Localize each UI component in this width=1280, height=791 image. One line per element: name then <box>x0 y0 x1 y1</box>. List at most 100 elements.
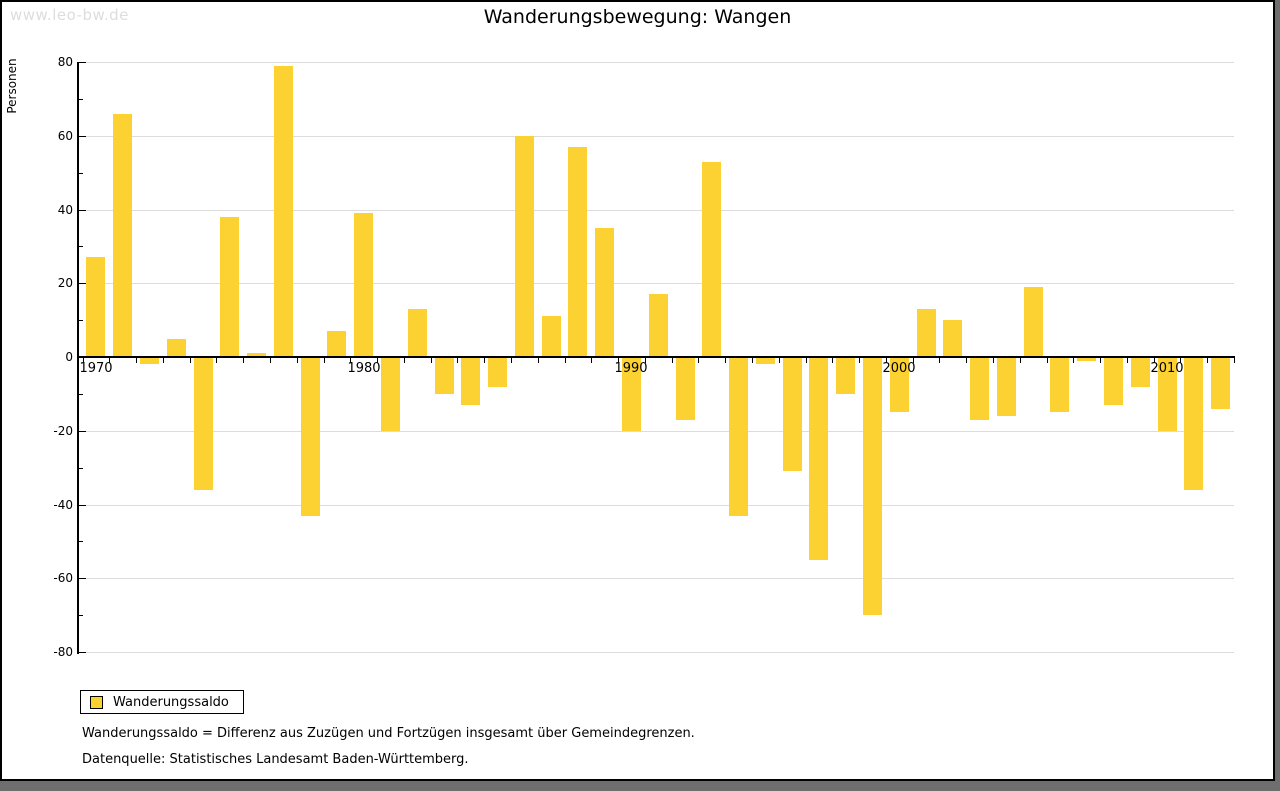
x-tick-41 <box>1180 358 1181 363</box>
y-tick--50 <box>79 541 83 542</box>
x-tick-25 <box>752 358 753 363</box>
x-axis-line <box>77 356 1235 358</box>
bar-2010 <box>1158 357 1177 431</box>
y-tick-70 <box>79 99 83 100</box>
y-tick-label--60: -60 <box>53 571 73 585</box>
y-tick-label--20: -20 <box>53 424 73 438</box>
bar-2007 <box>1077 357 1096 361</box>
y-tick--20 <box>79 431 86 432</box>
x-tick-10 <box>350 358 351 363</box>
bar-1976 <box>247 353 266 357</box>
bar-1985 <box>488 357 507 387</box>
x-tick-18 <box>565 358 566 363</box>
bar-1998 <box>836 357 855 394</box>
bar-1977 <box>274 66 293 357</box>
y-tick-40 <box>79 210 86 211</box>
y-tick-80 <box>79 62 86 63</box>
bar-1984 <box>461 357 480 405</box>
legend: Wanderungssaldo <box>80 690 244 714</box>
bar-1978 <box>301 357 320 516</box>
bar-2008 <box>1104 357 1123 405</box>
x-tick-label-1980: 1980 <box>347 361 381 376</box>
x-tick-0 <box>83 358 84 363</box>
bar-2004 <box>997 357 1016 416</box>
chart-title: Wanderungsbewegung: Wangen <box>483 6 792 28</box>
bar-2009 <box>1131 357 1150 387</box>
bar-1999 <box>863 357 882 615</box>
y-tick-0 <box>79 357 86 358</box>
y-tick-20 <box>79 283 86 284</box>
x-tick-33 <box>966 358 967 363</box>
x-tick-11 <box>377 358 378 363</box>
bar-1974 <box>194 357 213 490</box>
x-tick-3 <box>163 358 164 363</box>
plot-area: 80 60 40 20 0 -20 -40 -60 -80 1970 1980 1990 2000 20… <box>2 2 1273 779</box>
gridline-40 <box>77 210 1234 211</box>
y-tick-50 <box>79 173 83 174</box>
x-tick-35 <box>1020 358 1021 363</box>
bar-1981 <box>381 357 400 431</box>
bar-2001 <box>917 309 936 357</box>
bar-1975 <box>220 217 239 357</box>
bar-2000 <box>890 357 909 412</box>
bar-1973 <box>167 339 186 357</box>
x-tick-39 <box>1127 358 1128 363</box>
footnote-source: Datenquelle: Statistisches Landesamt Bad… <box>82 752 469 767</box>
bar-1988 <box>568 147 587 357</box>
x-tick-30 <box>886 358 887 363</box>
bar-1996 <box>783 357 802 471</box>
gridline--40 <box>77 505 1234 506</box>
bar-1990 <box>622 357 641 431</box>
x-tick-37 <box>1073 358 1074 363</box>
bar-1997 <box>809 357 828 560</box>
x-tick-22 <box>672 358 673 363</box>
x-tick-20 <box>618 358 619 363</box>
x-tick-1 <box>109 358 110 363</box>
y-tick-label-40: 40 <box>57 203 73 217</box>
bar-1971 <box>113 114 132 357</box>
x-tick-27 <box>806 358 807 363</box>
bar-2011 <box>1184 357 1203 490</box>
bar-1995 <box>756 357 775 364</box>
y-tick--40 <box>79 505 86 506</box>
x-tick-7 <box>270 358 271 363</box>
y-tick-label--40: -40 <box>53 498 73 512</box>
x-tick-17 <box>538 358 539 363</box>
bar-1972 <box>140 357 159 364</box>
bar-1970 <box>86 257 105 357</box>
y-tick-label-80: 80 <box>57 55 73 69</box>
y-tick-30 <box>79 246 83 247</box>
gridline-60 <box>77 136 1234 137</box>
x-tick-5 <box>216 358 217 363</box>
y-tick--10 <box>79 394 83 395</box>
watermark: www.leo-bw.de <box>10 6 129 24</box>
y-tick--30 <box>79 468 83 469</box>
footnote-definition: Wanderungssaldo = Differenz aus Zuzügen … <box>82 726 695 741</box>
gridline--80 <box>77 652 1234 653</box>
bar-1980 <box>354 213 373 357</box>
bar-1992 <box>676 357 695 420</box>
y-tick-label-0: 0 <box>65 350 73 364</box>
x-tick-label-2000: 2000 <box>882 361 916 376</box>
x-tick-19 <box>591 358 592 363</box>
x-tick-13 <box>431 358 432 363</box>
x-tick-40 <box>1154 358 1155 363</box>
bar-1987 <box>542 316 561 357</box>
bar-1986 <box>515 136 534 357</box>
x-tick-12 <box>404 358 405 363</box>
y-axis-line <box>77 62 79 654</box>
y-tick-label--80: -80 <box>53 645 73 659</box>
x-tick-9 <box>324 358 325 363</box>
x-tick-24 <box>725 358 726 363</box>
x-tick-28 <box>832 358 833 363</box>
y-tick--80 <box>79 652 86 653</box>
x-tick-label-1970: 1970 <box>79 361 113 376</box>
bar-2002 <box>943 320 962 357</box>
x-tick-14 <box>457 358 458 363</box>
bar-1983 <box>435 357 454 394</box>
bar-2003 <box>970 357 989 420</box>
legend-label: Wanderungssaldo <box>113 694 229 710</box>
x-tick-32 <box>939 358 940 363</box>
y-tick-label-20: 20 <box>57 276 73 290</box>
bar-1982 <box>408 309 427 357</box>
